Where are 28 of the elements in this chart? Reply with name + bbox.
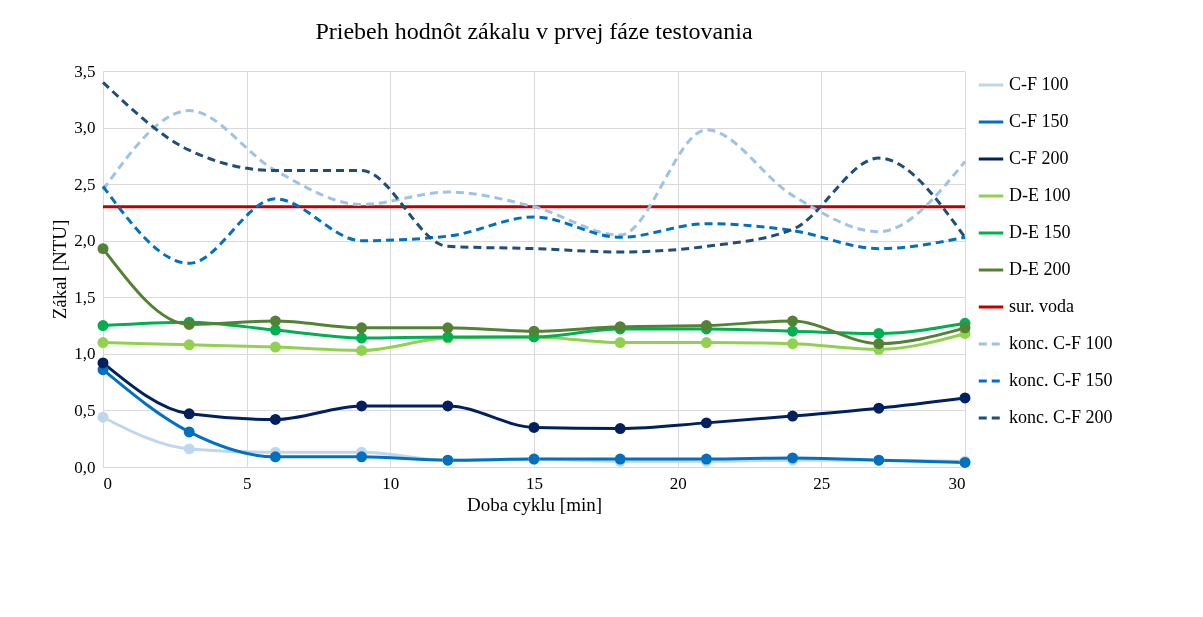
legend-label: konc. C-F 150: [1009, 370, 1113, 390]
legend-label: sur. voda: [1009, 296, 1075, 316]
x-tick-label: 5: [242, 473, 252, 493]
y-tick-label: 2,0: [74, 231, 96, 251]
x-tick-label: 30: [948, 473, 966, 493]
y-tick-label: 1,0: [74, 344, 96, 364]
legend-label: D-E 150: [1009, 222, 1071, 242]
legend-label: C-F 150: [1009, 111, 1069, 131]
x-axis-title: Doba cyklu [min]: [466, 493, 603, 515]
chart-title: Priebeh hodnôt zákalu v prvej fáze testovania: [315, 18, 753, 44]
legend-label: D-E 200: [1009, 259, 1071, 279]
y-tick-label: 0,0: [74, 457, 96, 477]
x-tick-label: 0: [103, 473, 112, 493]
y-tick-label: 1,5: [74, 287, 96, 307]
legend-label: D-E 100: [1009, 185, 1071, 205]
y-tick-label: 2,5: [74, 174, 96, 194]
x-tick-label: 25: [813, 473, 831, 493]
legend-label: C-F 200: [1009, 148, 1069, 168]
x-tick-label: 10: [382, 473, 400, 493]
legend-label: konc. C-F 100: [1009, 333, 1113, 353]
y-tick-label: 0,5: [74, 400, 96, 420]
legend-label: C-F 100: [1009, 74, 1069, 94]
legend-label: konc. C-F 200: [1009, 407, 1113, 427]
y-axis-title: Zákal [NTU]: [49, 219, 71, 320]
x-tick-label: 15: [526, 473, 543, 493]
x-tick-label: 20: [669, 473, 687, 493]
y-tick-label: 3,0: [74, 118, 96, 138]
y-tick-label: 3,5: [74, 61, 96, 81]
